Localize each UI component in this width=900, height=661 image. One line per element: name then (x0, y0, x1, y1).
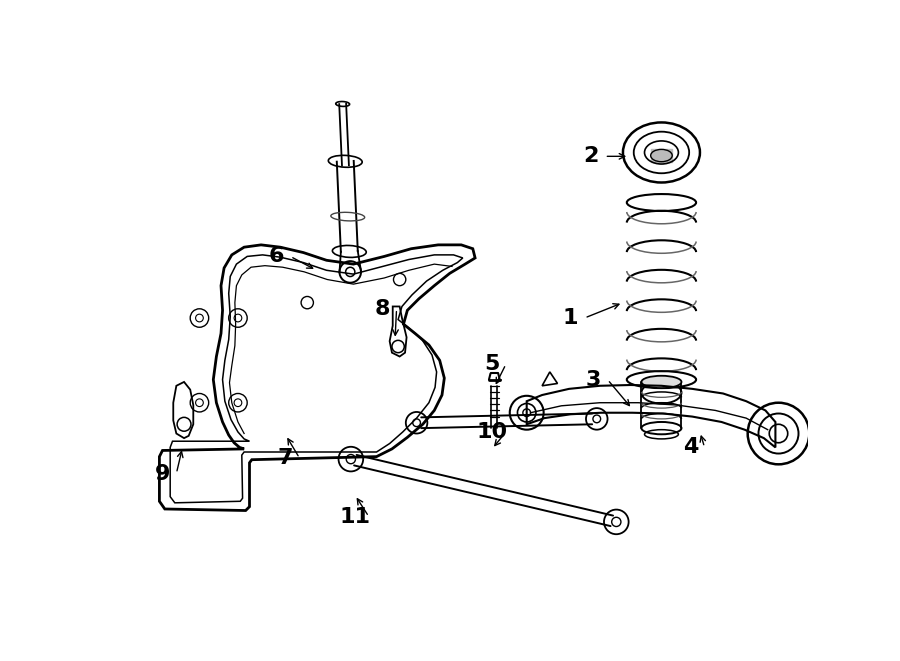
Text: 6: 6 (269, 247, 284, 266)
Text: 4: 4 (683, 438, 698, 457)
Text: 9: 9 (155, 463, 170, 484)
Text: 2: 2 (583, 146, 599, 167)
Text: 8: 8 (375, 299, 391, 319)
Text: 5: 5 (484, 354, 500, 374)
Text: 7: 7 (278, 448, 293, 468)
Text: 11: 11 (339, 507, 371, 527)
Ellipse shape (642, 375, 681, 388)
Text: 10: 10 (476, 422, 508, 442)
Text: 3: 3 (586, 369, 601, 389)
Text: 1: 1 (562, 308, 579, 328)
